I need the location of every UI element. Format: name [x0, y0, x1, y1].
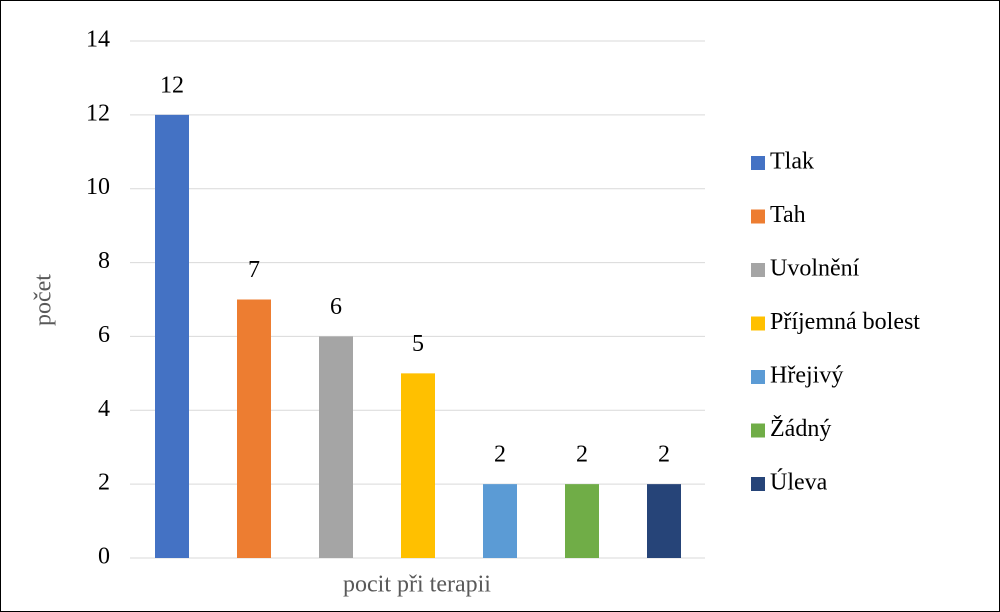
y-tick-label: 8 [98, 248, 110, 274]
bar [401, 373, 435, 558]
bar [565, 484, 599, 558]
data-label: 6 [330, 294, 342, 320]
legend-swatch [751, 370, 765, 384]
legend-label: Uvolnění [770, 256, 860, 282]
legend-swatch [751, 209, 765, 224]
legend-swatch [751, 316, 765, 331]
bar [483, 484, 517, 558]
y-tick-label: 0 [98, 544, 110, 570]
bar [237, 299, 271, 558]
y-tick-label: 6 [98, 322, 110, 348]
data-label: 2 [658, 442, 670, 468]
data-label: 12 [160, 72, 184, 98]
data-label: 5 [412, 331, 424, 357]
data-label: 2 [576, 442, 588, 468]
data-label: 7 [248, 257, 260, 283]
bar [155, 114, 189, 558]
y-tick-label: 14 [86, 27, 110, 53]
legend-label: Hřejivý [770, 363, 843, 389]
legend-label: Tah [770, 202, 806, 228]
y-tick-label: 12 [86, 100, 110, 126]
legend-label: Tlak [770, 149, 814, 175]
data-label: 2 [494, 442, 506, 468]
legend-swatch [751, 423, 765, 438]
legend-swatch [751, 263, 765, 277]
legend-swatch [751, 477, 765, 491]
y-tick-label: 4 [98, 396, 110, 422]
legend-label: Příjemná bolest [770, 309, 920, 335]
bar [647, 484, 681, 558]
legend-label: Žádný [770, 416, 831, 442]
y-tick-label: 10 [86, 174, 110, 200]
legend-label: Úleva [770, 469, 828, 496]
legend-swatch [751, 156, 765, 170]
bar [319, 336, 353, 558]
y-axis-label: počet [31, 274, 57, 326]
y-tick-label: 2 [98, 470, 110, 496]
x-axis-label: pocit při terapii [343, 572, 491, 598]
